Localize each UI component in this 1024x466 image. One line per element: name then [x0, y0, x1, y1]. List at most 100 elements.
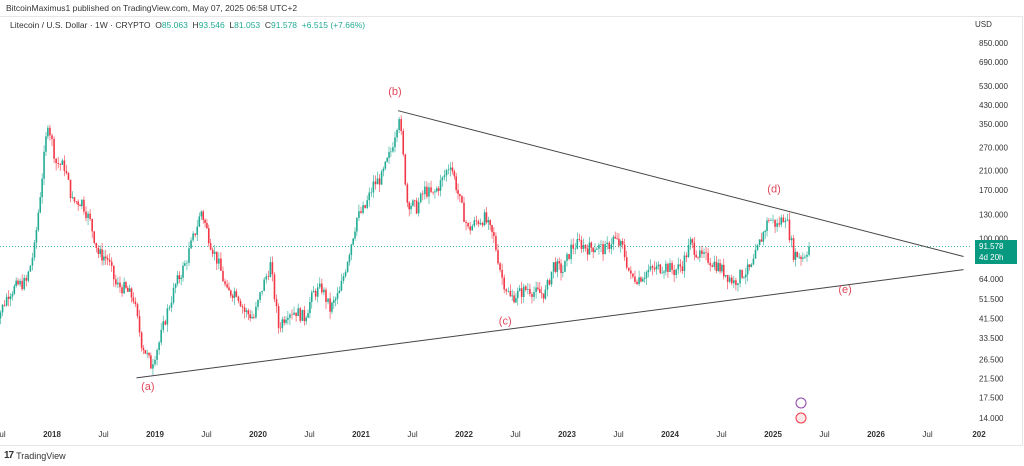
- candle-body: [731, 277, 733, 284]
- candle-body: [1, 304, 4, 313]
- candle-body: [800, 256, 802, 259]
- us-flag-event-icon: [795, 412, 807, 424]
- candle-body: [312, 290, 315, 293]
- candle-body: [121, 287, 123, 294]
- candle-body: [768, 220, 770, 222]
- candle-body: [340, 280, 343, 291]
- candle-body: [396, 129, 398, 138]
- candle-body: [65, 170, 68, 174]
- candle-body: [406, 184, 409, 203]
- candle-body: [657, 264, 660, 266]
- candle-body: [733, 280, 735, 284]
- candle-body: [576, 239, 579, 249]
- candle-body: [673, 269, 675, 275]
- x-tick-label: 2020: [249, 430, 267, 439]
- y-tick-label: 33.500: [979, 334, 1004, 343]
- candle-body: [206, 222, 208, 229]
- candle-body: [55, 158, 57, 164]
- candle-body: [398, 119, 400, 130]
- candle-body: [596, 248, 598, 250]
- candle-body: [546, 280, 549, 290]
- x-tick-label: Jul: [922, 430, 932, 439]
- candle-body: [808, 246, 810, 255]
- candle-body: [739, 269, 741, 284]
- candle-body: [11, 293, 14, 297]
- candle-body: [539, 289, 541, 293]
- candle-body: [293, 312, 295, 315]
- high-label: H: [192, 20, 199, 30]
- y-tick-label: 51.500: [979, 295, 1004, 304]
- candle-body: [790, 238, 793, 241]
- candle-body: [170, 302, 173, 308]
- candle-body: [130, 288, 133, 298]
- candle-body: [434, 191, 436, 193]
- candle-body: [356, 217, 358, 232]
- candle-body: [535, 287, 537, 293]
- candle-body: [614, 236, 617, 239]
- candle-body: [774, 219, 776, 227]
- candle-body: [621, 241, 624, 245]
- y-tick-label: 210.000: [979, 167, 1008, 176]
- candle-body: [619, 241, 622, 246]
- candle-body: [489, 220, 491, 226]
- candle-body: [408, 202, 411, 210]
- candle-body: [43, 151, 45, 179]
- candle-body: [697, 257, 699, 258]
- candle-body: [746, 264, 749, 275]
- candle-body: [370, 192, 373, 193]
- lightning-event-icon: [795, 397, 807, 409]
- footer-brand[interactable]: TradingView: [16, 450, 66, 461]
- wave-label: (e): [838, 284, 851, 296]
- candle-body: [7, 296, 10, 299]
- candle-body: [176, 275, 179, 284]
- candle-body: [77, 201, 79, 205]
- candle-body: [378, 178, 381, 185]
- candle-body: [87, 213, 89, 219]
- candle-body: [164, 321, 167, 325]
- candle-body: [451, 167, 454, 172]
- candle-body: [392, 147, 394, 152]
- candle-body: [600, 244, 602, 245]
- candle-body: [13, 286, 16, 294]
- candle-body: [505, 289, 508, 292]
- close-value: 91.578: [271, 20, 298, 30]
- candle-body: [307, 313, 309, 318]
- candle-body: [750, 264, 753, 267]
- candle-body: [209, 243, 212, 250]
- candle-body: [428, 187, 430, 197]
- candle-body: [372, 181, 375, 193]
- candle-body: [415, 200, 418, 214]
- candle-body: [762, 232, 765, 242]
- candle-body: [640, 277, 642, 282]
- candle-body: [681, 266, 684, 272]
- currency-label[interactable]: USD: [975, 20, 992, 29]
- candle-body: [424, 186, 426, 195]
- candle-body: [485, 212, 488, 223]
- candle-body: [748, 264, 751, 267]
- candle-body: [138, 316, 141, 333]
- candle-body: [279, 327, 282, 329]
- candle-body: [295, 312, 297, 317]
- candle-body: [285, 319, 287, 323]
- candle-body: [792, 238, 795, 260]
- y-tick-label: 41.500: [979, 315, 1004, 324]
- candle-body: [574, 248, 577, 250]
- candle-body: [798, 256, 800, 258]
- candle-body: [618, 238, 620, 246]
- candle-body: [457, 190, 459, 194]
- candle-body: [473, 220, 476, 226]
- candle-body: [481, 223, 484, 226]
- candle-body: [695, 254, 697, 258]
- candle-body: [413, 200, 416, 202]
- candle-body: [390, 151, 392, 153]
- candle-body: [150, 355, 152, 369]
- candle-body: [352, 238, 354, 245]
- candle-body: [586, 248, 589, 255]
- last-price-value: 91.578: [979, 242, 1004, 251]
- candle-body: [211, 249, 214, 254]
- candle-body: [778, 223, 780, 225]
- candle-body: [592, 247, 594, 252]
- candle-body: [224, 281, 226, 285]
- candle-body: [162, 321, 165, 330]
